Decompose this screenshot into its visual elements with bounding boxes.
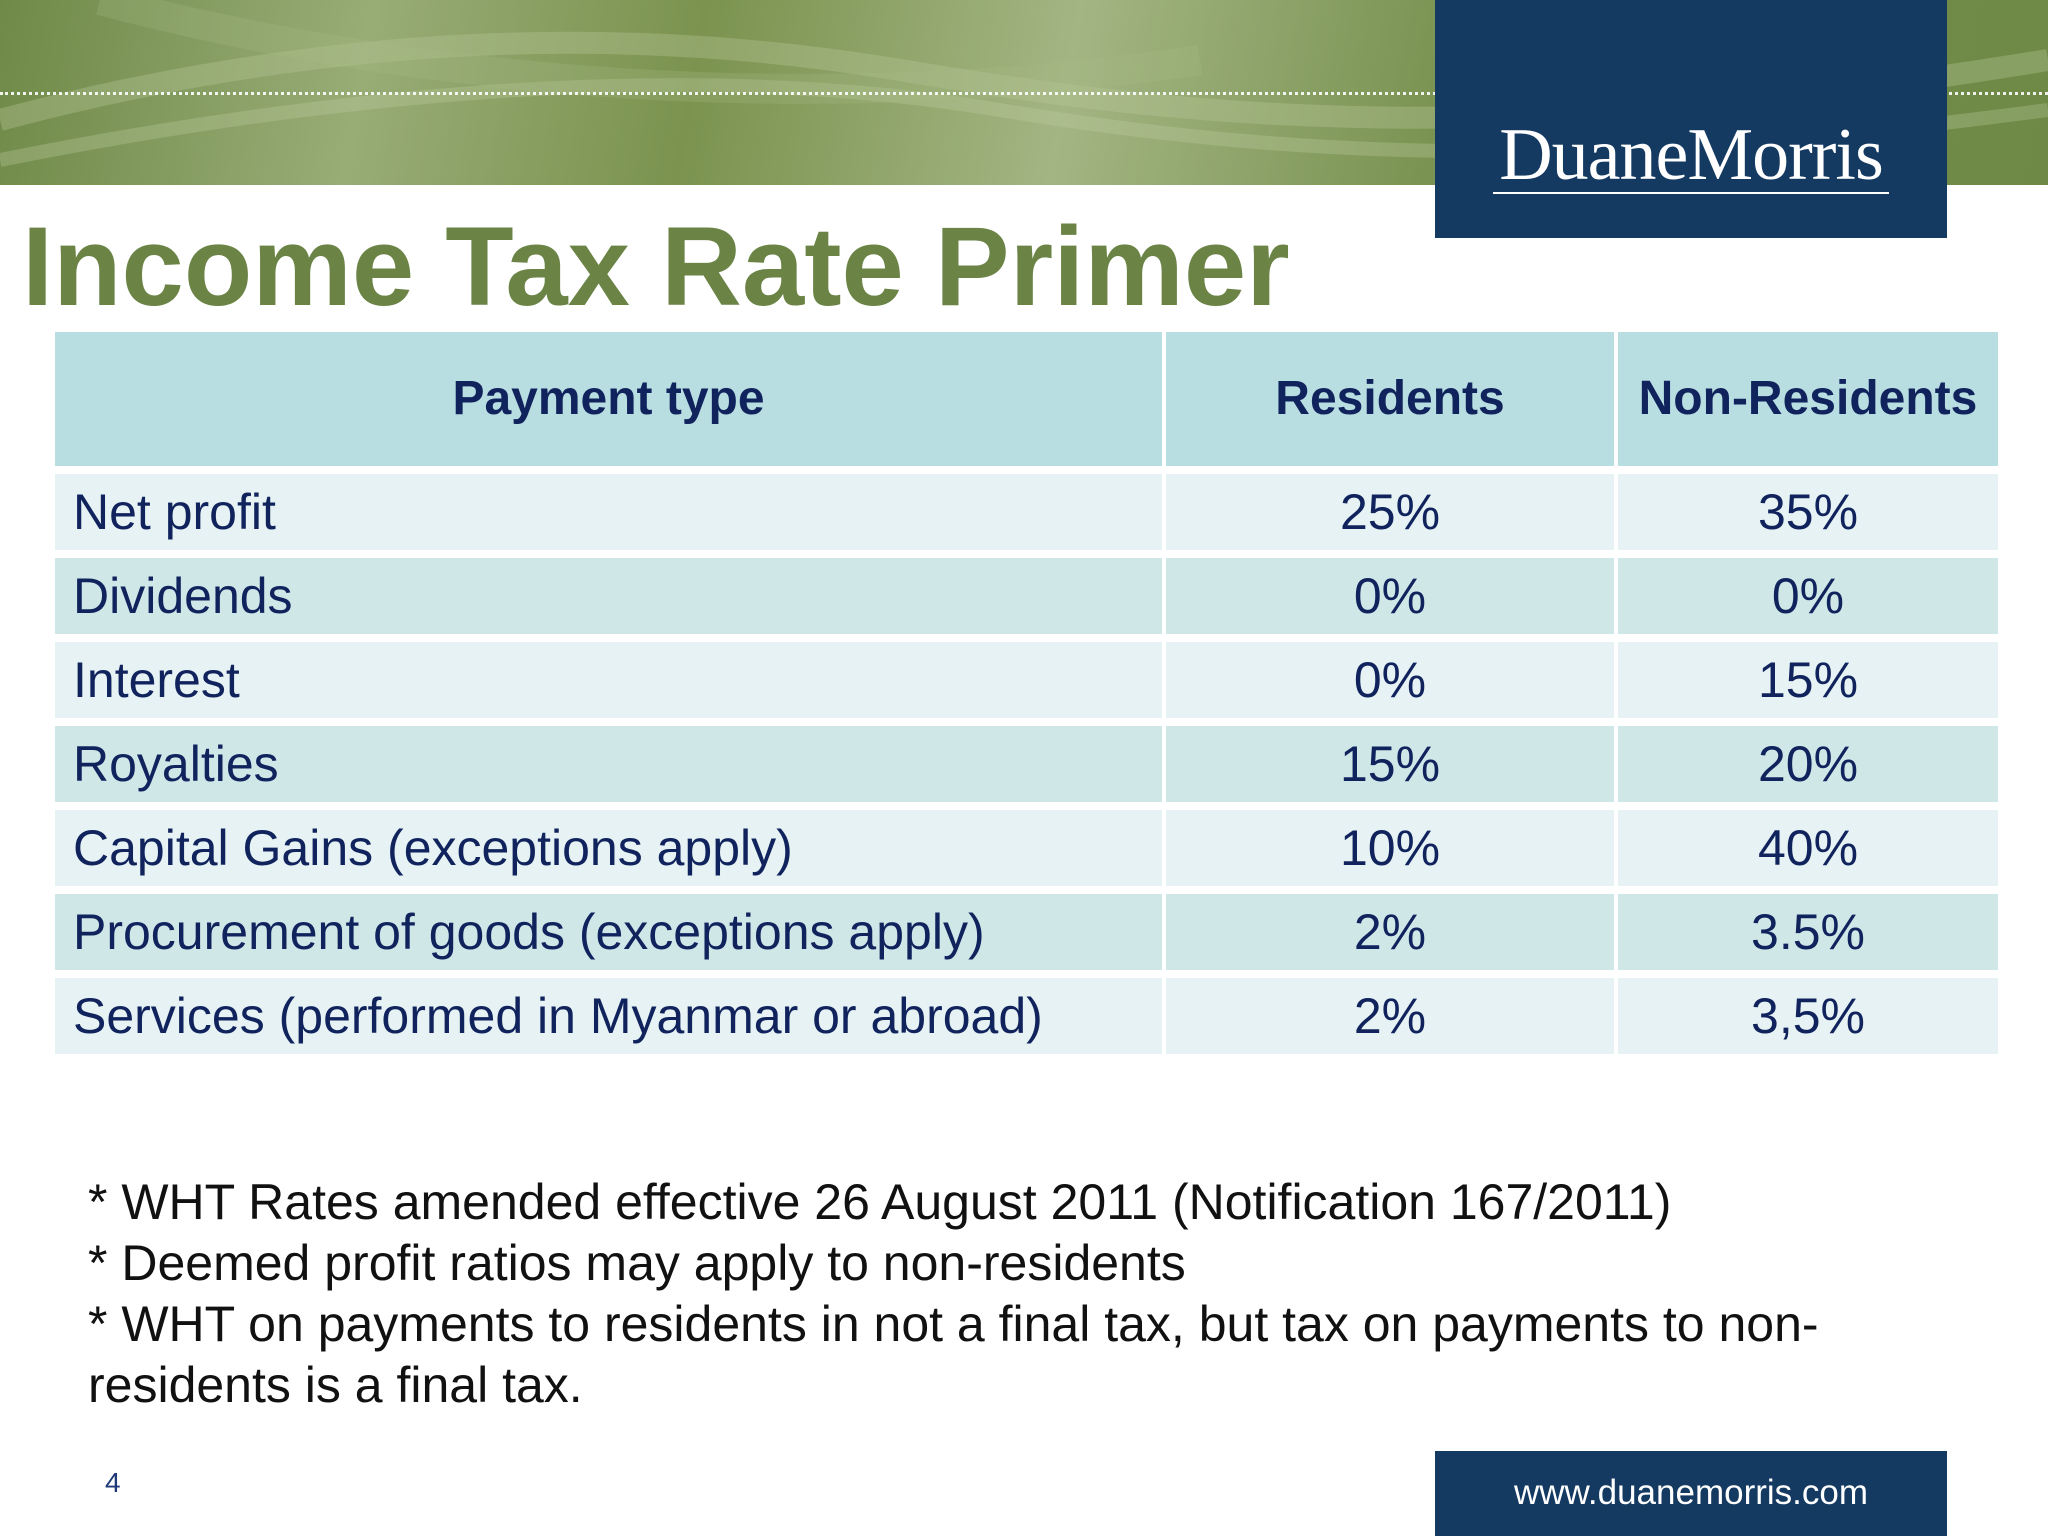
non-residents-rate-cell: 3.5% (1618, 894, 1998, 970)
website-url: www.duanemorris.com (1514, 1473, 1868, 1512)
footer-box: www.duanemorris.com (1435, 1451, 1947, 1536)
tax-rate-table: Payment type Residents Non-Residents Net… (51, 324, 2002, 1062)
residents-rate-cell: 10% (1166, 810, 1614, 886)
residents-rate-cell: 25% (1166, 474, 1614, 550)
non-residents-rate-cell: 20% (1618, 726, 1998, 802)
logo-box: DuaneMorris (1435, 0, 1947, 238)
column-header-non-residents: Non-Residents (1618, 332, 1998, 466)
residents-rate-cell: 0% (1166, 642, 1614, 718)
table-row: Capital Gains (exceptions apply) 10% 40% (55, 810, 1998, 886)
payment-type-cell: Dividends (55, 558, 1162, 634)
table-row: Dividends 0% 0% (55, 558, 1998, 634)
non-residents-rate-cell: 40% (1618, 810, 1998, 886)
residents-rate-cell: 15% (1166, 726, 1614, 802)
column-header-payment-type: Payment type (55, 332, 1162, 466)
company-logo: DuaneMorris (1499, 114, 1884, 196)
payment-type-cell: Interest (55, 642, 1162, 718)
non-residents-rate-cell: 0% (1618, 558, 1998, 634)
payment-type-cell: Capital Gains (exceptions apply) (55, 810, 1162, 886)
footnote: * WHT Rates amended effective 26 August … (88, 1174, 1672, 1230)
table-row: Net profit 25% 35% (55, 474, 1998, 550)
table-row: Royalties 15% 20% (55, 726, 1998, 802)
table-row: Procurement of goods (exceptions apply) … (55, 894, 1998, 970)
footnote: * Deemed profit ratios may apply to non-… (88, 1235, 1186, 1291)
column-header-residents: Residents (1166, 332, 1614, 466)
table-header-row: Payment type Residents Non-Residents (55, 332, 1998, 466)
non-residents-rate-cell: 15% (1618, 642, 1998, 718)
table-row: Services (performed in Myanmar or abroad… (55, 978, 1998, 1054)
non-residents-rate-cell: 3,5% (1618, 978, 1998, 1054)
payment-type-cell: Net profit (55, 474, 1162, 550)
payment-type-cell: Services (performed in Myanmar or abroad… (55, 978, 1162, 1054)
logo-underline (1493, 192, 1889, 194)
table-row: Interest 0% 15% (55, 642, 1998, 718)
residents-rate-cell: 2% (1166, 978, 1614, 1054)
payment-type-cell: Royalties (55, 726, 1162, 802)
footnote: * WHT on payments to residents in not a … (88, 1296, 1819, 1413)
payment-type-cell: Procurement of goods (exceptions apply) (55, 894, 1162, 970)
residents-rate-cell: 2% (1166, 894, 1614, 970)
non-residents-rate-cell: 35% (1618, 474, 1998, 550)
banner-dotted-line (0, 92, 2048, 95)
footnotes: * WHT Rates amended effective 26 August … (88, 1172, 1888, 1416)
residents-rate-cell: 0% (1166, 558, 1614, 634)
page-number: 4 (105, 1467, 121, 1498)
page-title: Income Tax Rate Primer (22, 204, 1290, 329)
